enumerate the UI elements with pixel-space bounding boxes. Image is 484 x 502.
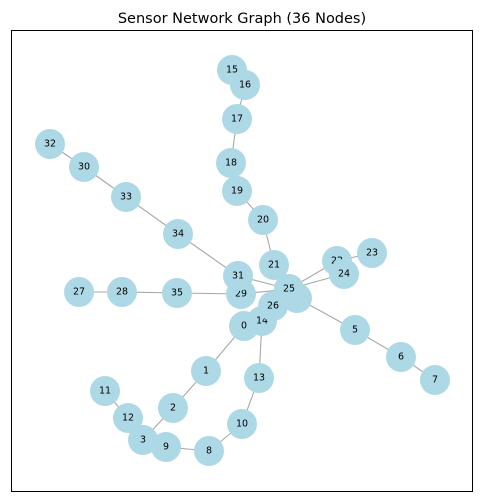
node-33: 33 bbox=[111, 182, 141, 212]
node-8: 8 bbox=[194, 436, 224, 466]
node-circle bbox=[111, 182, 141, 212]
node-circle bbox=[357, 238, 387, 268]
node-circle bbox=[162, 278, 192, 308]
node-label: 20 bbox=[257, 215, 269, 226]
node-5: 5 bbox=[340, 315, 370, 345]
node-1: 1 bbox=[191, 356, 221, 386]
node-circle bbox=[90, 376, 120, 406]
node-12: 12 bbox=[113, 403, 143, 433]
node-27: 27 bbox=[64, 277, 94, 307]
node-30: 30 bbox=[69, 152, 99, 182]
node-label: 34 bbox=[172, 229, 184, 240]
node-label: 35 bbox=[171, 288, 183, 299]
node-label: 16 bbox=[239, 80, 251, 91]
node-circle bbox=[222, 176, 252, 206]
node-label: 21 bbox=[268, 260, 280, 271]
node-label: 17 bbox=[231, 114, 243, 125]
node-21: 21 bbox=[259, 250, 289, 280]
node-circle bbox=[259, 250, 289, 280]
node-label: 5 bbox=[352, 325, 358, 336]
node-circle bbox=[194, 436, 224, 466]
node-label: 28 bbox=[116, 287, 128, 298]
node-circle bbox=[151, 432, 181, 462]
node-17: 17 bbox=[222, 104, 252, 134]
node-circle bbox=[113, 403, 143, 433]
node-label: 14 bbox=[256, 316, 268, 327]
node-circle bbox=[329, 259, 359, 289]
node-label: 8 bbox=[206, 446, 212, 457]
node-28: 28 bbox=[107, 277, 137, 307]
node-circle bbox=[107, 277, 137, 307]
node-label: 33 bbox=[120, 192, 132, 203]
plot-frame bbox=[11, 30, 473, 492]
node-18: 18 bbox=[216, 148, 246, 178]
node-circle bbox=[386, 342, 416, 372]
node-label: 23 bbox=[366, 248, 378, 259]
node-circle bbox=[258, 291, 288, 321]
node-label: 27 bbox=[73, 287, 85, 298]
node-label: 29 bbox=[235, 289, 247, 300]
node-label: 25 bbox=[283, 284, 295, 295]
node-24: 24 bbox=[329, 259, 359, 289]
node-circle bbox=[35, 129, 65, 159]
node-26: 26 bbox=[258, 291, 288, 321]
node-circle bbox=[64, 277, 94, 307]
node-label: 9 bbox=[163, 442, 169, 453]
node-label: 2 bbox=[170, 403, 176, 414]
node-label: 26 bbox=[267, 301, 279, 312]
node-circle bbox=[223, 261, 253, 291]
node-label: 15 bbox=[226, 65, 238, 76]
node-label: 3 bbox=[140, 435, 146, 446]
node-10: 10 bbox=[227, 409, 257, 439]
node-circle bbox=[163, 219, 193, 249]
node-2: 2 bbox=[158, 393, 188, 423]
node-label: 7 bbox=[432, 375, 438, 386]
node-label: 19 bbox=[231, 186, 243, 197]
node-3: 3 bbox=[128, 425, 158, 455]
node-label: 13 bbox=[253, 373, 265, 384]
node-label: 10 bbox=[236, 419, 248, 430]
node-20: 20 bbox=[248, 205, 278, 235]
node-6: 6 bbox=[386, 342, 416, 372]
node-label: 11 bbox=[99, 386, 111, 397]
node-label: 32 bbox=[44, 139, 56, 150]
node-label: 0 bbox=[241, 321, 247, 332]
node-label: 1 bbox=[203, 366, 209, 377]
node-label: 6 bbox=[398, 352, 404, 363]
nodes-layer: 0123456789101112131415161718192021222324… bbox=[35, 55, 450, 466]
node-label: 12 bbox=[122, 413, 134, 424]
node-circle bbox=[216, 148, 246, 178]
node-11: 11 bbox=[90, 376, 120, 406]
node-13: 13 bbox=[244, 363, 274, 393]
node-23: 23 bbox=[357, 238, 387, 268]
node-circle bbox=[128, 425, 158, 455]
node-35: 35 bbox=[162, 278, 192, 308]
node-circle bbox=[420, 365, 450, 395]
node-circle bbox=[244, 363, 274, 393]
node-34: 34 bbox=[163, 219, 193, 249]
node-label: 31 bbox=[232, 271, 244, 282]
node-circle bbox=[230, 70, 260, 100]
node-circle bbox=[248, 205, 278, 235]
node-circle bbox=[69, 152, 99, 182]
node-9: 9 bbox=[151, 432, 181, 462]
node-circle bbox=[340, 315, 370, 345]
node-32: 32 bbox=[35, 129, 65, 159]
node-circle bbox=[191, 356, 221, 386]
node-label: 30 bbox=[78, 162, 90, 173]
node-label: 18 bbox=[225, 158, 237, 169]
node-circle bbox=[227, 409, 257, 439]
node-16: 16 bbox=[230, 70, 260, 100]
node-circle bbox=[158, 393, 188, 423]
graph-title: Sensor Network Graph (36 Nodes) bbox=[118, 11, 366, 27]
node-label: 24 bbox=[338, 269, 350, 280]
node-31: 31 bbox=[223, 261, 253, 291]
node-19: 19 bbox=[222, 176, 252, 206]
node-circle bbox=[222, 104, 252, 134]
node-7: 7 bbox=[420, 365, 450, 395]
